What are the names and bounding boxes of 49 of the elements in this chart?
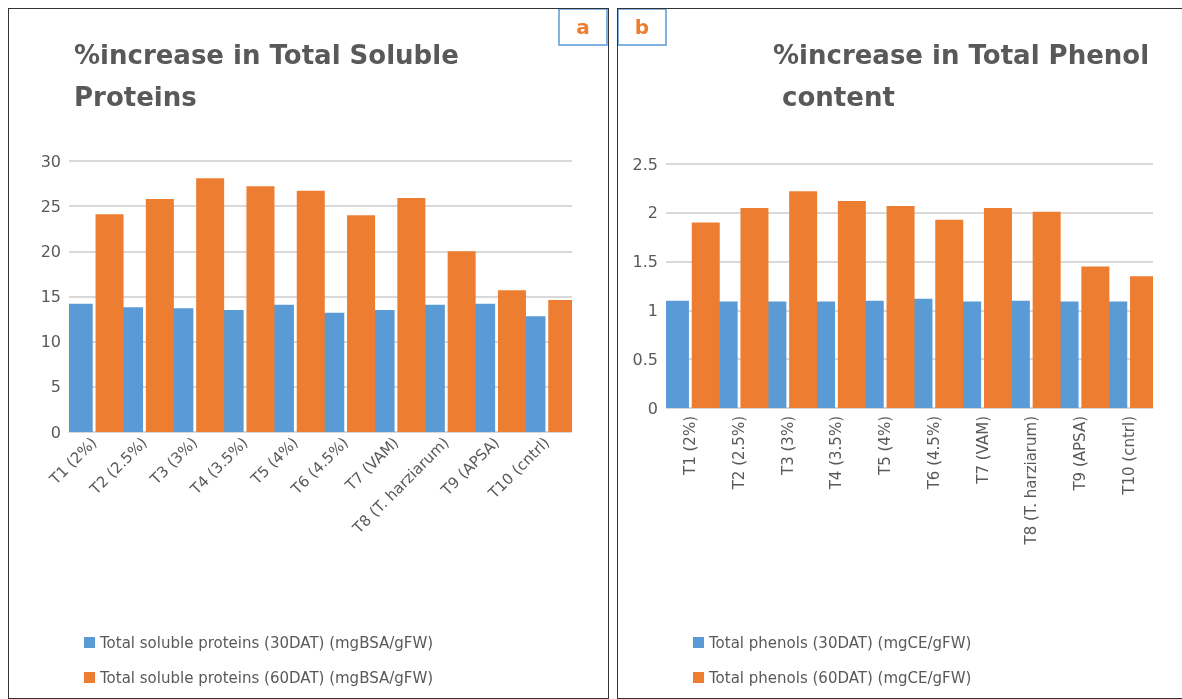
- x-tick-label: T2 (2.5%): [730, 416, 749, 491]
- x-tick-label: T6 (4.5%): [924, 416, 943, 491]
- bar: [935, 219, 964, 408]
- y-tick-label: 30: [40, 151, 61, 171]
- y-tick-label: 10: [40, 332, 61, 352]
- bar: [789, 191, 818, 408]
- text: b: [634, 15, 650, 39]
- bar: [691, 222, 720, 408]
- legend-label: Total soluble proteins (60DAT) (mgBSA/gFW): [99, 668, 434, 687]
- bar: [145, 198, 174, 432]
- y-tick-label: 25: [40, 196, 61, 216]
- x-tick-label: T8 (T. harziarum): [1022, 416, 1041, 546]
- bar: [447, 251, 476, 432]
- bar: [246, 186, 275, 432]
- y-tick-label: 15: [40, 287, 61, 306]
- y-tick-label: 5: [50, 377, 61, 397]
- chart-title: %increase in Total Phenol content: [773, 40, 1150, 112]
- x-tick-label: T10 (cntrl): [1119, 416, 1138, 496]
- bar: [886, 205, 915, 408]
- chart-title: %increase in Total Soluble Proteins: [74, 40, 468, 112]
- y-tick-label: 20: [40, 241, 61, 261]
- bar: [196, 178, 225, 432]
- legend-label: Total phenols (60DAT) (mgCE/gFW): [708, 668, 972, 687]
- bar: [397, 198, 426, 432]
- bar: [1032, 211, 1061, 408]
- y-tick-label: 2: [647, 203, 658, 223]
- y-tick-label: 2.5: [632, 154, 658, 174]
- text: a: [576, 15, 590, 39]
- x-tick-label: T5 (4%): [876, 416, 895, 476]
- legend-label: Total phenols (30DAT) (mgCE/gFW): [708, 633, 972, 652]
- y-tick-label: 0: [50, 422, 61, 442]
- x-tick-label: T1 (2%): [681, 416, 700, 476]
- x-tick-label: T4 (3.5%): [827, 416, 846, 491]
- bar: [837, 201, 866, 408]
- x-tick-label: T7 (VAM): [973, 416, 992, 485]
- x-tick-label: T9 (APSA): [1070, 416, 1089, 492]
- bar: [95, 214, 124, 432]
- y-tick-label: 1.5: [632, 252, 658, 272]
- x-tick-label: T3 (3%): [778, 416, 797, 476]
- bar: [296, 190, 325, 432]
- bar: [983, 207, 1012, 408]
- y-tick-label: 0: [647, 398, 658, 418]
- y-tick-label: 1: [647, 300, 658, 320]
- bar: [497, 290, 526, 432]
- y-tick-label: 0.5: [632, 349, 658, 369]
- bar: [347, 215, 376, 432]
- bar: [1081, 266, 1110, 408]
- bar: [740, 207, 769, 408]
- legend-label: Total soluble proteins (30DAT) (mgBSA/gFW): [99, 633, 434, 652]
